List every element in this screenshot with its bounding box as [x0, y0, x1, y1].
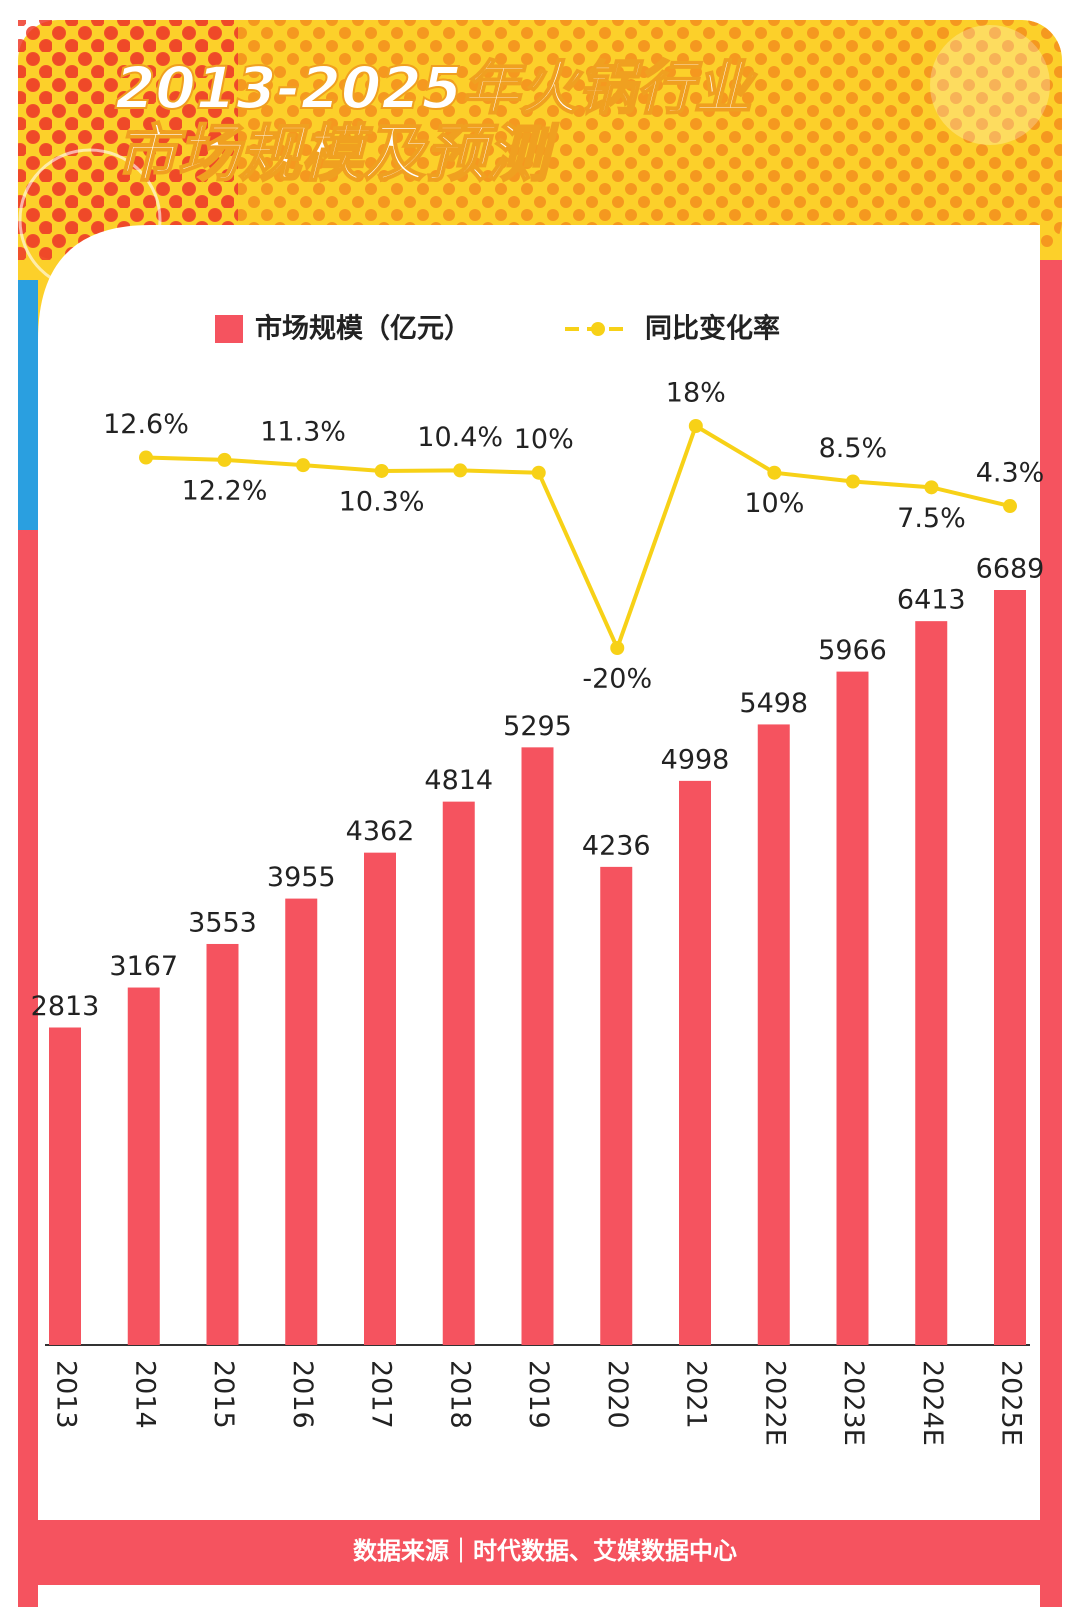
bar	[364, 852, 396, 1345]
rate-point	[845, 474, 860, 489]
rate-label: 4.3%	[976, 458, 1045, 489]
rate-point	[296, 458, 311, 473]
x-tick-label: 2015	[208, 1360, 239, 1429]
bar-value: 3167	[109, 951, 178, 982]
bar	[442, 801, 475, 1345]
bar-value: 4998	[661, 744, 730, 775]
bar-value: 6413	[897, 585, 966, 616]
bar-value: 4236	[582, 830, 651, 861]
rate-label: 10%	[514, 424, 574, 455]
bar	[206, 943, 239, 1345]
legend-label: 市场规模（亿元）	[255, 313, 471, 345]
side-strip	[1040, 260, 1062, 1607]
bar	[285, 898, 318, 1345]
bar-value: 3955	[267, 862, 336, 893]
side-strip	[18, 530, 38, 1607]
rate-label: 7.5%	[897, 503, 966, 534]
x-tick-label: 2016	[287, 1360, 318, 1429]
rate-point	[688, 419, 703, 433]
bar-value: 5295	[503, 711, 572, 742]
bar	[127, 987, 160, 1345]
bar-value: 2813	[31, 991, 100, 1022]
x-tick-label: 2024E	[917, 1360, 948, 1446]
bar	[994, 590, 1026, 1345]
x-tick-label: 2017	[366, 1360, 397, 1429]
x-tick-label: 2014	[129, 1360, 160, 1429]
bar	[915, 621, 948, 1345]
rate-label: -20%	[582, 664, 652, 695]
rate-point	[374, 463, 389, 478]
rate-line	[145, 423, 1011, 654]
source: 数据来源｜时代数据、艾媒数据中心	[353, 1537, 737, 1565]
bar	[757, 724, 790, 1345]
bar	[49, 1027, 81, 1345]
legend-swatch	[215, 315, 243, 343]
legend-label: 同比变化率	[645, 313, 780, 345]
subtitle: 市场规模及预测	[115, 117, 559, 190]
rate-point	[610, 641, 625, 655]
bubble	[930, 25, 1050, 145]
header-dots	[18, 20, 1062, 260]
x-tick-label: 2013	[51, 1360, 82, 1429]
x-tick-label: 2020	[602, 1360, 633, 1429]
footer-band	[30, 1520, 1060, 1585]
header-red-dots	[18, 20, 238, 260]
bar-value: 4362	[346, 816, 415, 847]
title: 2013-2025年火锅行业	[115, 54, 758, 122]
rate-label: 10.3%	[339, 486, 425, 517]
rate-point	[531, 465, 546, 480]
rate-label: 11.3%	[260, 417, 346, 448]
rate-point	[1003, 499, 1017, 514]
bar	[521, 747, 554, 1345]
bar-value: 3553	[188, 907, 257, 938]
bar-value: 5966	[818, 635, 887, 666]
x-tick-label: 2019	[523, 1360, 554, 1429]
rate-label: 10.4%	[417, 422, 503, 453]
x-tick-label: 2025E	[996, 1360, 1027, 1446]
rate-label: 8.5%	[819, 433, 888, 464]
rate-point	[767, 465, 782, 480]
x-tick-label: 2018	[444, 1360, 475, 1429]
rate-label: 18%	[666, 378, 726, 409]
rate-point	[924, 480, 939, 495]
bar	[600, 866, 633, 1345]
rate-point	[139, 450, 153, 465]
bar	[679, 780, 711, 1345]
rate-point	[217, 452, 232, 467]
rate-label: 10%	[744, 488, 804, 519]
x-tick-label: 2023E	[838, 1360, 869, 1446]
side-strip	[18, 280, 38, 540]
rate-label: 12.6%	[103, 409, 189, 440]
rate-point	[453, 463, 468, 478]
bar	[836, 671, 869, 1345]
x-tick-label: 2022E	[759, 1360, 790, 1446]
bar-value: 4814	[424, 765, 493, 796]
bar-value: 5498	[739, 688, 808, 719]
legend-dot	[591, 322, 605, 336]
bar-value: 6689	[976, 554, 1045, 585]
rate-label: 12.2%	[182, 475, 268, 506]
x-tick-label: 2021	[681, 1360, 712, 1429]
